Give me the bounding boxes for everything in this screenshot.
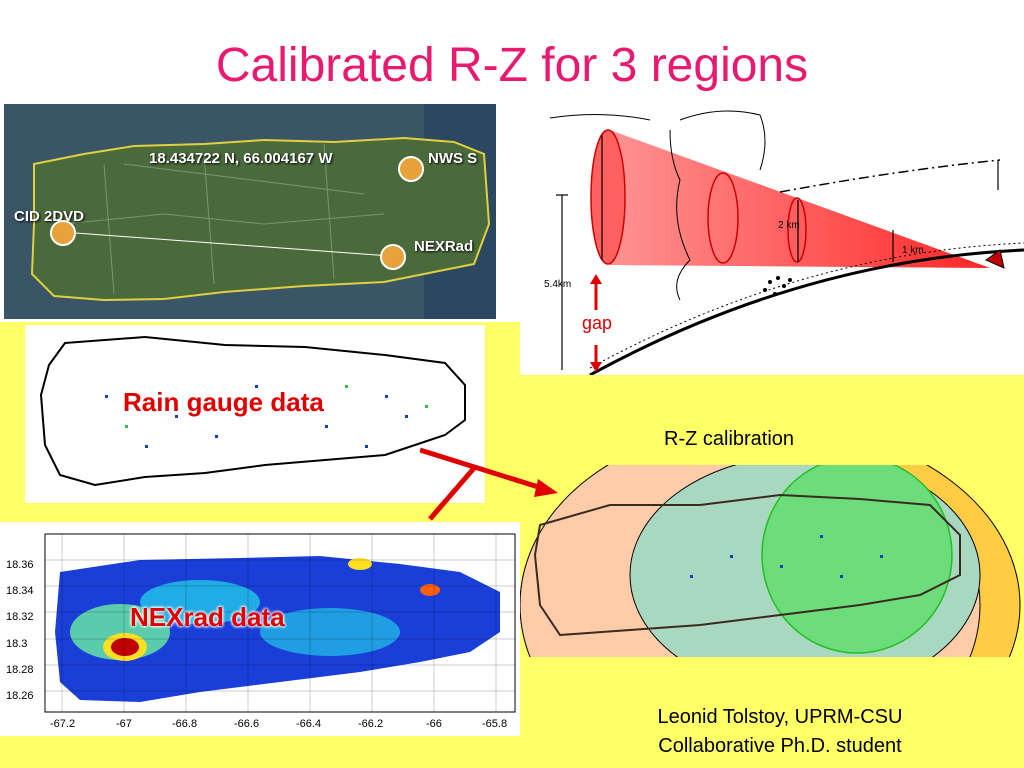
cid-label: CID 2DVD: [14, 208, 85, 225]
y-tick: 18.34: [6, 585, 34, 598]
label-gap: gap: [582, 313, 613, 333]
x-tick: -65.8: [482, 718, 508, 730]
nexrad-data-label: NEXrad data: [130, 602, 285, 632]
calibration-label: R-Z calibration: [664, 428, 795, 450]
x-tick: -66: [426, 718, 442, 730]
coordinates-label: 18.434722 N, 66.004167 W: [149, 150, 333, 167]
nexrad-map: 18.36 18.34 18.32 18.3 18.28 18.26 -67.2…: [0, 522, 520, 736]
x-tick: -66.6: [234, 718, 260, 730]
cid-pin-icon: [50, 220, 76, 246]
y-tick: 18.32: [6, 611, 34, 624]
x-tick: -66.2: [358, 718, 384, 730]
y-tick: 18.28: [6, 663, 34, 676]
credit-line-2: Collaborative Ph.D. student: [658, 735, 902, 757]
y-tick: 18.3: [6, 637, 28, 650]
nexrad-site-label: NEXRad: [414, 238, 474, 255]
y-tick: 18.26: [6, 690, 34, 703]
nexrad-pin-icon: [380, 244, 406, 270]
rain-gauge-label: Rain gauge data: [123, 387, 324, 417]
label-2km: 2 km: [778, 220, 800, 231]
slide-title: Calibrated R-Z for 3 regions: [215, 39, 809, 92]
label-1km: 1 km: [902, 245, 924, 256]
author-credit: Leonid Tolstoy, UPRM-CSU Collaborative P…: [600, 703, 960, 761]
nexrad-x-axis: -67.2 -67 -66.8 -66.6 -66.4 -66.2 -66 -6…: [0, 718, 520, 734]
x-tick: -67.2: [50, 718, 76, 730]
satellite-map: 18.434722 N, 66.004167 W NWS S CID 2DVD …: [4, 104, 496, 319]
radar-beam-diagram: 2 km 1 km 5.4km gap: [520, 100, 1024, 377]
x-tick: -66.4: [296, 718, 322, 730]
nws-label: NWS S: [428, 150, 478, 167]
credit-line-1: Leonid Tolstoy, UPRM-CSU: [657, 706, 903, 728]
nws-pin-icon: [398, 156, 424, 182]
x-tick: -67: [116, 718, 132, 730]
connector-arrow: [420, 447, 558, 521]
calibration-regions-map: [520, 465, 1024, 657]
label-5-4km: 5.4km: [544, 279, 572, 290]
nexrad-y-axis: 18.36 18.34 18.32 18.3 18.28 18.26: [6, 552, 34, 709]
x-tick: -66.8: [172, 718, 198, 730]
y-tick: 18.36: [6, 559, 34, 571]
rain-gauge-map: Rain gauge data: [25, 325, 485, 503]
